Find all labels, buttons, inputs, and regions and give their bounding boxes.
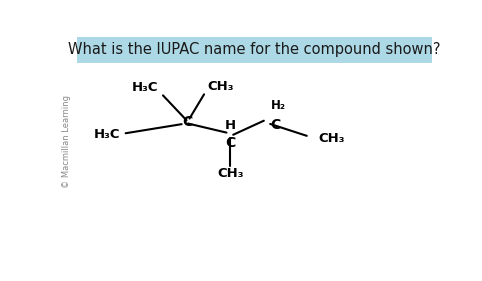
Text: What is the IUPAC name for the compound shown?: What is the IUPAC name for the compound … bbox=[68, 42, 441, 57]
Text: CH₃: CH₃ bbox=[208, 80, 234, 93]
Text: H₃C: H₃C bbox=[132, 81, 159, 94]
FancyBboxPatch shape bbox=[77, 37, 432, 63]
Text: C: C bbox=[270, 118, 281, 132]
Text: CH₃: CH₃ bbox=[319, 132, 345, 145]
Text: © Macmillan Learning: © Macmillan Learning bbox=[63, 96, 71, 188]
Text: H: H bbox=[225, 119, 236, 132]
Text: C: C bbox=[182, 115, 192, 129]
Text: H₃C: H₃C bbox=[94, 128, 120, 141]
Text: H₂: H₂ bbox=[270, 99, 285, 112]
Text: CH₃: CH₃ bbox=[217, 167, 243, 180]
Text: C: C bbox=[225, 136, 235, 150]
